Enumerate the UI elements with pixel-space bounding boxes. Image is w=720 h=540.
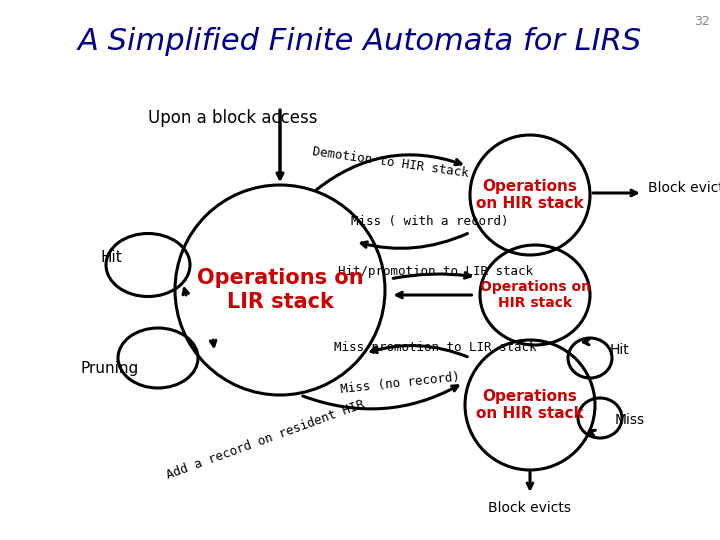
Text: Miss: Miss <box>615 413 645 427</box>
Text: A Simplified Finite Automata for LIRS: A Simplified Finite Automata for LIRS <box>78 28 642 57</box>
Text: Pruning: Pruning <box>80 361 138 375</box>
Text: Upon a block access: Upon a block access <box>148 109 318 127</box>
Text: Miss/promotion to LIR stack: Miss/promotion to LIR stack <box>334 341 536 354</box>
Text: Demotion to HIR stack: Demotion to HIR stack <box>311 145 469 179</box>
Text: Block evicts: Block evicts <box>488 501 572 515</box>
Text: Add a record on resident HIR: Add a record on resident HIR <box>164 398 366 482</box>
Text: Miss ( with a record): Miss ( with a record) <box>351 215 509 228</box>
Text: Hit: Hit <box>610 343 630 357</box>
Text: 32: 32 <box>694 15 710 28</box>
Text: Operations on
HIR stack: Operations on HIR stack <box>480 280 590 310</box>
Text: Hit: Hit <box>100 251 122 266</box>
Text: Miss (no record): Miss (no record) <box>340 370 460 396</box>
Text: Operations
on HIR stack: Operations on HIR stack <box>476 389 584 421</box>
Text: Operations on
LIR stack: Operations on LIR stack <box>197 268 364 312</box>
Text: Operations
on HIR stack: Operations on HIR stack <box>476 179 584 211</box>
Text: Hit/promotion to LIR stack: Hit/promotion to LIR stack <box>338 266 533 279</box>
Text: Block evicts: Block evicts <box>648 181 720 195</box>
